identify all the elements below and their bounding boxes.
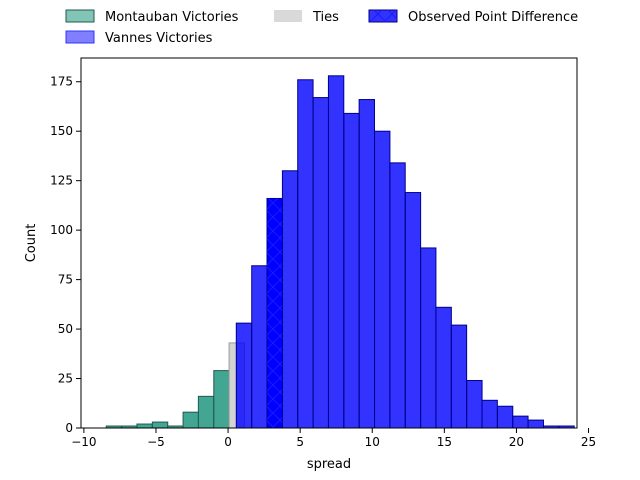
legend-swatch-vannes [65,30,95,44]
x-axis-label: spread [307,457,351,472]
y-tick-label-2: 50 [58,322,73,336]
bars [105,75,575,429]
legend-swatch-ties [274,10,302,22]
legend: Montauban Victories Ties Observed Point … [65,9,578,46]
legend-entry-montauban: Montauban Victories [65,9,239,25]
bar-vannes-victories-17 [496,405,514,429]
x-tick-label-4: 10 [365,435,380,449]
bar-vannes-victories-7 [343,112,360,429]
legend-entry-ties: Ties [274,10,339,25]
bar-vannes-victories-3 [281,170,299,429]
bar-observed-hatch-0 [267,198,283,428]
bar-montauban-victories-3 [151,421,169,429]
x-tick-label-3: 5 [296,435,304,449]
y-tick-label-0: 0 [65,421,73,435]
y-axis-label: Count [24,224,39,263]
y-tick-label-1: 25 [58,372,73,386]
bar-vannes-victories-12 [420,247,437,429]
bar-vannes-victories-15 [466,380,483,429]
bar-vannes-victories-19 [527,419,544,429]
legend-entry-observed: Observed Point Difference [368,9,578,25]
bar-vannes-victories-18 [512,415,529,429]
x-tick-label-7: 25 [581,435,596,449]
legend-entry-vannes: Vannes Victories [65,30,213,46]
x-tick-label-0: −10 [71,435,96,449]
legend-label-observed: Observed Point Difference [408,10,578,25]
bar-vannes-victories-6 [327,75,345,429]
x-tick-label-2: 0 [224,435,232,449]
bar-montauban-victories-7 [213,370,230,429]
bar-vannes-victories-1 [251,265,268,429]
bar-vannes-victories-0 [235,322,253,429]
y-axis-ticks: 0 25 50 75 100 125 150 175 [50,75,81,435]
legend-swatch-montauban [65,9,95,23]
bar-vannes-victories-11 [404,192,422,429]
bar-vannes-victories-10 [389,162,406,429]
legend-label-vannes: Vannes Victories [105,31,213,46]
y-tick-label-3: 75 [58,273,73,287]
x-tick-label-6: 20 [509,435,524,449]
legend-swatch-observed-hatch [369,10,397,22]
bar-vannes-victories-13 [435,306,452,429]
bar-vannes-victories-14 [450,324,468,429]
y-tick-label-7: 175 [50,75,73,89]
y-tick-label-5: 125 [50,174,73,188]
y-tick-label-6: 150 [50,124,73,138]
legend-label-ties: Ties [312,10,339,25]
legend-label-montauban: Montauban Victories [105,10,239,25]
x-tick-label-5: 15 [437,435,452,449]
bar-vannes-victories-9 [374,130,391,429]
bar-vannes-victories-16 [481,399,498,429]
x-tick-label-1: −5 [147,435,165,449]
bar-montauban-victories-5 [182,411,199,429]
plot-frame [80,57,578,429]
bar-montauban-victories-2 [136,423,153,429]
bar-vannes-victories-4 [297,79,314,429]
bar-montauban-victories-6 [197,395,215,429]
bar-vannes-victories-5 [312,97,330,429]
bar-vannes-victories-8 [358,99,375,429]
y-tick-label-4: 100 [50,223,73,237]
x-axis-ticks: −10 −5 0 5 10 15 20 25 [71,428,596,449]
